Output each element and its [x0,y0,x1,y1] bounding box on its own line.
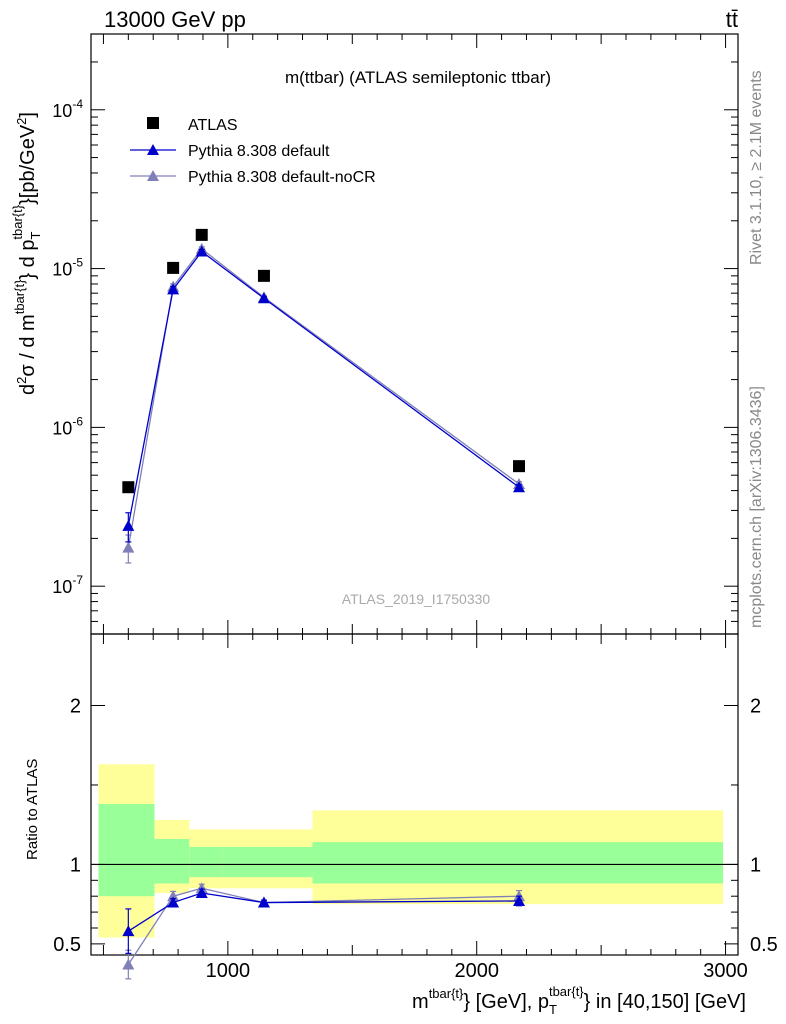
default-point [257,292,270,304]
ratio-bands [98,764,724,938]
ratio-default-point [257,896,270,908]
atlas-point [195,228,208,241]
y-tick-label: 10-4 [52,97,83,121]
y-tick-label: 10-7 [52,573,83,597]
legend-marker-atlas [147,117,159,129]
ratio-y-tick-label-left: 0.5 [53,934,81,956]
ratio-default-point [167,896,180,908]
chart-title: m(ttbar) (ATLAS semileptonic ttbar) [285,68,551,87]
mcplots-label: mcplots.cern.ch [arXiv:1306.3436] [748,386,765,628]
ratio-default-point [513,894,526,906]
atlas-point [513,460,526,473]
default-point [122,519,135,531]
ratio-y-tick-label-right: 2 [750,696,761,718]
nocr-line [127,247,520,548]
process-label: 13000 GeV pp [104,7,246,32]
ratio-series [122,882,526,980]
svg-text:mtbar{t}} [GeV], pTtbar{t}} in: mtbar{t}} [GeV], pTtbar{t}} in [40,150] … [412,984,746,1017]
ratio-default-point [195,887,208,899]
ratio-frame [90,633,739,956]
default-point [195,245,208,257]
legend-label-nocr: Pythia 8.308 default-noCR [188,169,376,186]
ratio-y-tick-label-left: 1 [70,854,81,876]
atlas-point [122,481,135,494]
band-inner [222,846,313,878]
ratio-y-axis-label: Ratio to ATLAS [24,759,41,860]
legend-marker-nocr [147,170,159,181]
ratio-y-tick-label-left: 2 [70,696,81,718]
band-inner [98,804,155,897]
ratio-axes: 0.5 0.5 1 1 2 2 1000 2000 3000 [53,633,778,982]
final-state-label: tt̄ [726,7,738,32]
ratio-default-point [122,925,135,937]
default-point [513,481,526,493]
atlas-point [257,269,270,282]
y-tick-label: 10-6 [52,414,83,438]
ratio-nocr-point [122,958,135,970]
legend-marker-default [147,144,159,155]
default-line [127,250,520,526]
default-point [167,283,180,295]
legend-label-default: Pythia 8.308 default [188,143,330,160]
nocr-point [122,541,135,553]
main-y-axis-label: d2σ / d mtbar{t}} d pTtbar{t}}[pb/GeV2] [10,112,43,395]
x-tick-label: 3000 [703,960,748,982]
x-tick-label: 2000 [454,960,499,982]
y-tick-label: 10-5 [52,256,83,280]
legend: ATLAS Pythia 8.308 default Pythia 8.308 … [130,117,376,186]
ratio-y-tick-label-right: 0.5 [750,934,778,956]
x-tick-label: 1000 [206,960,251,982]
legend-label-atlas: ATLAS [188,117,238,134]
ratio-y-tick-label-right: 1 [750,854,761,876]
rivet-label: Rivet 3.1.10, ≥ 2.1M events [748,70,765,265]
svg-text:d2σ / d mtbar{t}} d pTtbar{t}}: d2σ / d mtbar{t}} d pTtbar{t}}[pb/GeV2] [10,112,43,395]
main-series [122,228,526,564]
analysis-watermark: ATLAS_2019_I1750330 [342,591,491,607]
atlas-point [167,261,180,274]
band-inner [312,842,724,884]
x-axis-label: mtbar{t}} [GeV], pTtbar{t}} in [40,150] … [412,984,746,1017]
band-inner [189,846,223,878]
band-inner [154,838,190,884]
